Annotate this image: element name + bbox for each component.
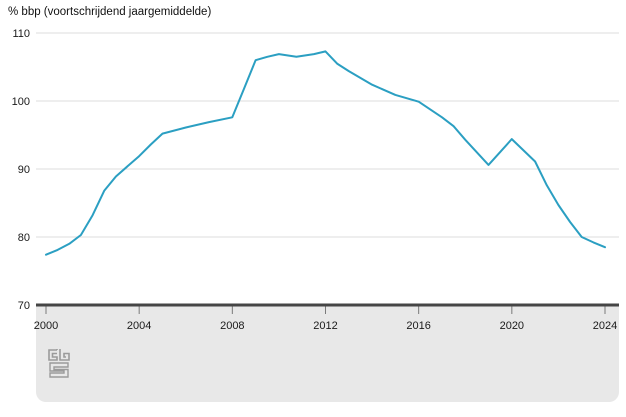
x-tick-label: 2008: [220, 320, 244, 332]
x-tick-label: 2016: [406, 320, 430, 332]
x-tick-label: 2004: [127, 320, 151, 332]
x-tick-label: 2020: [500, 320, 524, 332]
y-tick-label: 70: [18, 300, 30, 312]
y-tick-label: 100: [12, 96, 30, 108]
y-tick-label: 90: [18, 164, 30, 176]
cbs-logo: [47, 348, 72, 383]
x-tick-label: 2024: [593, 320, 617, 332]
cbs-logo-icon: [48, 349, 70, 378]
x-tick-label: 2012: [313, 320, 337, 332]
data-line-% bbp (voortschrijdend jaargemiddelde): [45, 50, 606, 256]
y-tick-label: 110: [12, 28, 30, 40]
chart-footer-band: [36, 306, 619, 402]
chart-title: % bbp (voortschrijdend jaargemiddelde): [8, 6, 212, 18]
x-tick-label: 2000: [34, 320, 58, 332]
y-tick-label: 80: [18, 232, 30, 244]
